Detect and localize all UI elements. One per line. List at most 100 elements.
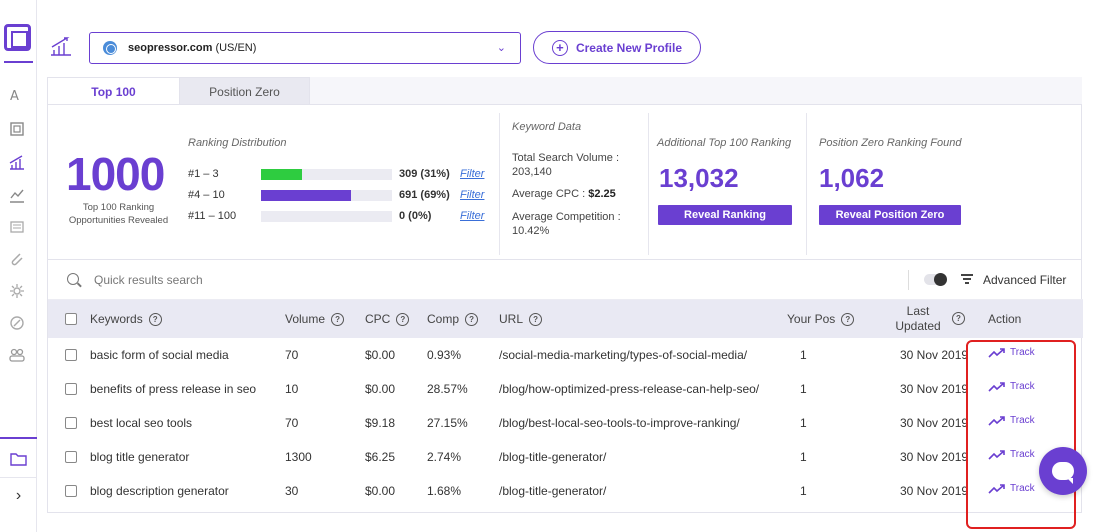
table-row: blog description generator 30 $0.00 1.68% /b… xyxy=(48,474,1083,508)
results-table: Quick results search Advanced Filter Key… xyxy=(47,260,1083,513)
keyword-cell: blog title generator xyxy=(90,450,190,464)
url-cell: /blog/how-optimized-press-release-can-he… xyxy=(499,382,760,396)
scan-icon[interactable] xyxy=(8,120,26,138)
distribution-label: #4 – 10 xyxy=(188,189,225,201)
distribution-value: 691 (69%) xyxy=(399,189,450,201)
col-cpc[interactable]: CPC? xyxy=(365,312,410,326)
users-icon[interactable] xyxy=(8,346,26,364)
avg-comp-label: Average Competition : xyxy=(512,211,621,223)
chevron-down-icon: ⌄ xyxy=(496,42,506,54)
filter-link[interactable]: Filter xyxy=(460,210,485,222)
track-button[interactable]: Track xyxy=(988,415,1035,426)
search-icon xyxy=(67,273,79,285)
filter-link[interactable]: Filter xyxy=(460,168,485,180)
row-checkbox[interactable] xyxy=(65,383,77,395)
volume-cell: 70 xyxy=(285,348,299,362)
distribution-bar xyxy=(261,190,392,201)
additional-ranking-value: 13,032 xyxy=(659,163,739,193)
settings-icon[interactable] xyxy=(8,314,26,332)
url-cell: /blog/best-local-seo-tools-to-improve-ra… xyxy=(499,416,740,430)
table-row: blog title generator 1300 $6.25 2.74% /blog-… xyxy=(48,440,1083,474)
logo-underline xyxy=(4,61,33,63)
filter-icon[interactable] xyxy=(961,274,973,284)
cpc-cell: $0.00 xyxy=(365,348,396,362)
col-action: Action xyxy=(988,312,1022,326)
toggle-switch[interactable] xyxy=(924,273,947,286)
distribution-value: 0 (0%) xyxy=(399,210,432,222)
clip-icon[interactable] xyxy=(8,250,26,268)
advanced-filter-button[interactable]: Advanced Filter xyxy=(983,273,1067,287)
total-volume-value: 203,140 xyxy=(512,166,552,178)
divider xyxy=(908,270,909,290)
col-keywords[interactable]: Keywords? xyxy=(90,312,162,326)
reveal-ranking-button[interactable]: Reveal Ranking xyxy=(658,205,792,225)
chat-icon xyxy=(1052,462,1074,484)
create-new-profile-button[interactable]: + Create New Profile xyxy=(533,31,701,64)
report-icon[interactable] xyxy=(8,218,26,236)
ranking-chart-icon[interactable] xyxy=(8,153,26,171)
col-your-pos[interactable]: Your Pos? xyxy=(787,312,855,326)
your-pos-cell: 1 xyxy=(800,382,807,396)
table-row: benefits of press release in seo 10 $0.00 2… xyxy=(48,372,1083,406)
row-checkbox[interactable] xyxy=(65,417,77,429)
volume-cell: 10 xyxy=(285,382,299,396)
row-checkbox[interactable] xyxy=(65,349,77,361)
row-checkbox[interactable] xyxy=(65,485,77,497)
profile-select[interactable]: seopressor.com (US/EN) ⌄ xyxy=(89,32,521,64)
search-input[interactable]: Quick results search xyxy=(94,273,203,287)
folder-icon xyxy=(10,453,27,466)
keyword-cell: basic form of social media xyxy=(90,348,229,362)
keyword-data-title: Keyword Data xyxy=(512,121,582,133)
cpc-cell: $9.18 xyxy=(365,416,396,430)
last-updated-cell: 30 Nov 2019 xyxy=(900,450,969,464)
your-pos-cell: 1 xyxy=(800,348,807,362)
divider xyxy=(499,113,500,255)
col-volume[interactable]: Volume? xyxy=(285,312,345,326)
table-row: basic form of social media 70 $0.00 0.93% /s… xyxy=(48,338,1083,372)
svg-text:A: A xyxy=(10,89,19,104)
cpc-cell: $0.00 xyxy=(365,484,396,498)
search-row: Quick results search Advanced Filter xyxy=(48,260,1083,300)
trend-icon xyxy=(988,483,1005,494)
help-icon: ? xyxy=(148,312,162,326)
reveal-position-zero-button[interactable]: Reveal Position Zero xyxy=(819,205,961,225)
col-comp[interactable]: Comp? xyxy=(427,312,479,326)
table-header: Keywords? Volume? CPC? Comp? URL? Your P… xyxy=(48,300,1083,338)
trend-icon xyxy=(988,415,1005,426)
chat-button[interactable] xyxy=(1039,447,1087,495)
volume-cell: 1300 xyxy=(285,450,312,464)
summary-card: 1000 Top 100 Ranking Opportunities Revea… xyxy=(47,104,1082,260)
logo-icon[interactable] xyxy=(4,24,31,51)
your-pos-cell: 1 xyxy=(800,416,807,430)
filter-link[interactable]: Filter xyxy=(460,189,485,201)
gear-icon[interactable] xyxy=(8,282,26,300)
ranking-chart-icon xyxy=(50,36,72,56)
keyword-cell: benefits of press release in seo xyxy=(90,382,257,396)
select-all-checkbox[interactable] xyxy=(65,313,77,325)
folder-button[interactable] xyxy=(0,437,37,477)
comp-cell: 0.93% xyxy=(427,348,462,362)
divider xyxy=(648,113,649,255)
avg-comp-value: 10.42% xyxy=(512,225,550,237)
tab-position-zero[interactable]: Position Zero xyxy=(180,77,310,105)
col-url[interactable]: URL? xyxy=(499,312,543,326)
distribution-fill xyxy=(261,169,302,180)
url-cell: /blog-title-generator/ xyxy=(499,484,607,498)
distribution-fill xyxy=(261,190,352,201)
tab-top-100[interactable]: Top 100 xyxy=(47,77,180,105)
trend-icon xyxy=(988,381,1005,392)
track-button[interactable]: Track xyxy=(988,449,1035,460)
analytics-icon[interactable] xyxy=(8,186,26,204)
track-button[interactable]: Track xyxy=(988,381,1035,392)
track-button[interactable]: Track xyxy=(988,483,1035,494)
keyword-icon[interactable]: A xyxy=(8,86,26,104)
last-updated-cell: 30 Nov 2019 xyxy=(900,416,969,430)
col-last-updated[interactable]: Last Updated xyxy=(895,304,941,333)
row-checkbox[interactable] xyxy=(65,451,77,463)
track-button[interactable]: Track xyxy=(988,347,1035,358)
track-label: Track xyxy=(1010,347,1035,358)
chevron-right-icon[interactable]: › xyxy=(0,477,37,513)
globe-icon xyxy=(103,41,117,55)
url-cell: /social-media-marketing/types-of-social-… xyxy=(499,348,748,362)
